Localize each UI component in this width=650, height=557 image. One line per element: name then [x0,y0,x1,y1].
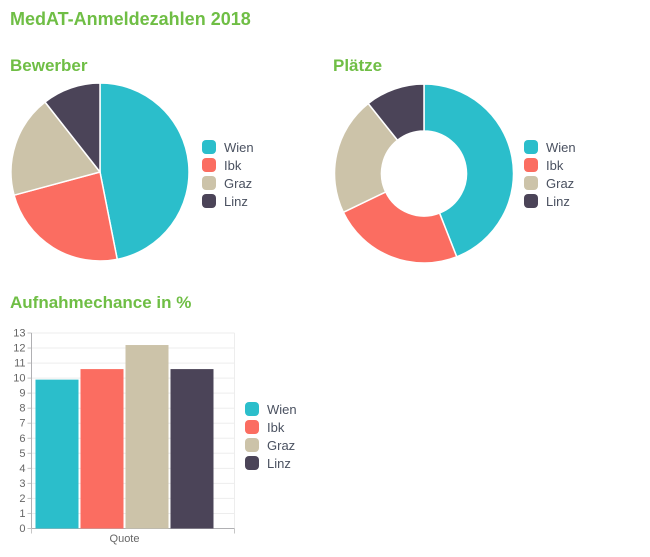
bewerber-legend-item-graz[interactable]: Graz [202,174,254,192]
plaetze-slice-graz[interactable] [333,102,399,214]
bewerber-legend-swatch-ibk [202,158,216,172]
plaetze-legend-label: Wien [546,139,576,155]
plaetze-legend-swatch-ibk [524,158,538,172]
plaetze-legend-label: Graz [546,175,575,191]
y-tick-label-1: 1 [19,508,25,520]
bewerber-legend-swatch-wien [202,140,216,154]
plaetze-legend-label: Ibk [546,157,564,173]
chart-title-aufnahmechance: Aufnahmechance in % [10,293,192,312]
aufnahmechance-legend-label: Ibk [267,419,285,435]
y-tick-label-10: 10 [13,373,25,385]
bewerber-slice-graz[interactable] [10,101,101,196]
aufnahmechance-legend-label: Graz [267,437,296,453]
bar-graz[interactable] [125,345,169,529]
legend-plaetze: Wien Ibk Graz Linz [524,138,576,210]
plaetze-legend-item-graz[interactable]: Graz [524,174,576,192]
bewerber-legend-label: Ibk [224,157,242,173]
bewerber-legend-label: Graz [224,175,253,191]
aufnahmechance-legend-swatch-wien [245,402,259,416]
plaetze-legend-item-wien[interactable]: Wien [524,138,576,156]
chart-title-bewerber: Bewerber [10,56,88,75]
y-tick-label-2: 2 [19,493,25,505]
y-tick-label-8: 8 [19,403,25,415]
plaetze-slice-linz[interactable] [367,83,425,142]
y-tick-label-7: 7 [19,418,25,430]
bewerber-slice-linz[interactable] [44,82,101,173]
aufnahmechance-legend-label: Linz [267,455,291,471]
y-tick-label-11: 11 [14,358,25,370]
donut-chart-plaetze [333,83,515,264]
bewerber-legend-item-wien[interactable]: Wien [202,138,254,156]
bar-ibk[interactable] [80,369,124,529]
x-axis-label: Quote [110,533,140,545]
aufnahmechance-legend-item-linz[interactable]: Linz [245,454,297,472]
aufnahmechance-legend-item-ibk[interactable]: Ibk [245,418,297,436]
bewerber-legend-swatch-linz [202,194,216,208]
bewerber-legend-label: Wien [224,139,254,155]
aufnahmechance-legend-label: Wien [267,401,297,417]
y-tick-label-5: 5 [19,448,25,460]
aufnahmechance-legend-item-wien[interactable]: Wien [245,400,297,418]
y-tick-label-13: 13 [13,328,25,340]
bewerber-slice-wien[interactable] [99,82,190,261]
y-tick-label-6: 6 [19,433,25,445]
bar-linz[interactable] [170,369,214,529]
plaetze-legend-label: Linz [546,193,570,209]
aufnahmechance-legend-swatch-linz [245,456,259,470]
aufnahmechance-legend-swatch-ibk [245,420,259,434]
plaetze-legend-swatch-linz [524,194,538,208]
plaetze-legend-swatch-graz [524,176,538,190]
legend-aufnahmechance: Wien Ibk Graz Linz [245,400,297,472]
bewerber-legend-item-ibk[interactable]: Ibk [202,156,254,174]
page-title: MedAT-Anmeldezahlen 2018 [10,9,251,29]
bewerber-slice-ibk[interactable] [13,171,118,262]
aufnahmechance-legend-swatch-graz [245,438,259,452]
pie-chart-bewerber [10,82,190,262]
y-tick-label-0: 0 [19,523,25,535]
plaetze-slice-wien[interactable] [423,83,515,258]
aufnahmechance-legend-item-graz[interactable]: Graz [245,436,297,454]
chart-title-plaetze: Plätze [333,56,383,75]
bewerber-legend-label: Linz [224,193,248,209]
y-tick-label-4: 4 [19,463,25,475]
bewerber-legend-item-linz[interactable]: Linz [202,192,254,210]
plaetze-legend-item-linz[interactable]: Linz [524,192,576,210]
plaetze-legend-swatch-wien [524,140,538,154]
plaetze-slice-ibk[interactable] [342,191,458,264]
bar-wien[interactable] [35,379,79,529]
legend-bewerber: Wien Ibk Graz Linz [202,138,254,210]
plaetze-legend-item-ibk[interactable]: Ibk [524,156,576,174]
y-tick-label-3: 3 [19,478,25,490]
y-tick-label-12: 12 [13,343,25,355]
y-tick-label-9: 9 [19,388,25,400]
bewerber-legend-swatch-graz [202,176,216,190]
